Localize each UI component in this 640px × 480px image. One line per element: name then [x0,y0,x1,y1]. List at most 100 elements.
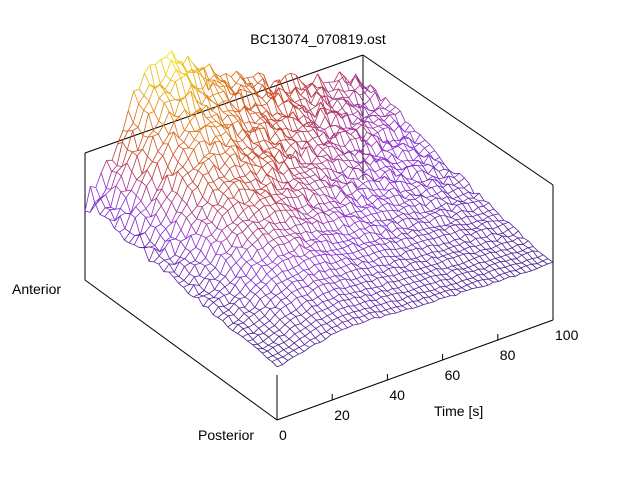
mesh-segment [504,270,511,274]
mesh-segment [491,232,498,242]
mesh-segment [265,278,272,285]
mesh-segment [379,115,385,118]
mesh-segment [447,183,454,191]
mesh-segment [320,95,327,115]
mesh-segment [164,259,170,265]
mesh-segment [325,261,331,265]
mesh-segment [232,231,238,236]
mesh-segment [484,251,491,255]
mesh-segment [262,336,269,342]
mesh-segment [358,103,365,108]
mesh-segment [191,84,197,91]
mesh-segment [317,296,323,302]
mesh-segment [262,158,268,164]
mesh-segment [275,291,282,296]
x-tick-label: 80 [500,347,516,363]
mesh-segment [320,250,326,255]
mesh-segment [237,128,244,136]
mesh-segment [437,251,444,257]
mesh-segment [154,86,160,99]
mesh-segment [253,313,260,321]
mesh-segment [170,220,177,224]
mesh-segment [295,316,301,325]
mesh-segment [190,111,196,116]
mesh-segment [369,307,376,313]
mesh-segment [382,285,388,292]
mesh-segment [326,320,333,324]
mesh-segment [374,244,380,252]
mesh-segment [343,299,350,301]
mesh-segment [274,314,281,320]
mesh-segment [244,106,251,115]
mesh-segment [105,194,111,208]
mesh-segment [312,213,319,219]
mesh-segment [226,252,232,256]
mesh-segment [279,315,286,320]
mesh-segment [476,220,483,225]
mesh-segment [189,260,196,264]
mesh-segment [383,265,389,269]
mesh-segment [156,162,163,181]
mesh-segment [396,232,403,239]
mesh-segment [426,251,433,255]
mesh-segment [257,334,264,342]
mesh-segment [321,310,328,316]
mesh-segment [183,131,190,143]
mesh-segment [516,250,523,253]
mesh-segment [325,186,331,188]
mesh-segment [382,277,388,283]
mesh-segment [483,265,490,270]
mesh-segment [478,268,484,275]
mesh-segment [233,197,239,202]
mesh-segment [261,98,268,104]
mesh-segment [354,155,360,163]
mesh-segment [303,258,310,262]
mesh-segment [489,263,496,266]
mesh-segment [382,204,388,212]
mesh-segment [298,344,305,348]
mesh-segment [457,194,464,198]
mesh-segment [308,121,314,123]
mesh-segment [179,261,185,267]
mesh-segment [353,237,359,247]
mesh-segment [402,227,408,230]
mesh-segment [116,165,122,168]
mesh-segment [270,299,276,308]
mesh-segment [335,198,341,205]
mesh-segment [443,234,450,244]
mesh-segment [393,139,399,145]
mesh-segment [531,263,538,269]
mesh-segment [139,232,146,235]
mesh-segment [445,215,451,224]
mesh-segment [464,246,470,250]
mesh-segment [229,284,236,294]
mesh-segment [319,254,326,262]
mesh-segment [365,216,372,224]
mesh-segment [379,314,386,319]
mesh-segment [147,156,153,163]
mesh-segment [302,121,309,126]
mesh-segment [247,77,253,89]
mesh-segment [389,248,396,257]
mesh-segment [327,304,334,309]
mesh-segment [284,319,291,326]
mesh-segment [385,313,391,316]
mesh-segment [235,153,242,162]
mesh-segment [175,229,182,240]
mesh-segment [542,258,549,262]
mesh-segment [433,236,439,240]
mesh-segment [149,64,156,89]
mesh-segment [258,209,265,220]
mesh-segment [240,167,246,177]
mesh-segment [344,139,351,147]
mesh-segment [207,181,214,184]
mesh-segment [320,333,326,340]
mesh-segment [487,221,493,230]
mesh-segment [272,353,279,357]
mesh-segment [207,189,214,203]
mesh-segment [457,268,463,274]
mesh-segment [280,210,286,223]
mesh-segment [349,139,356,151]
mesh-segment [321,167,327,170]
mesh-segment [428,301,435,304]
